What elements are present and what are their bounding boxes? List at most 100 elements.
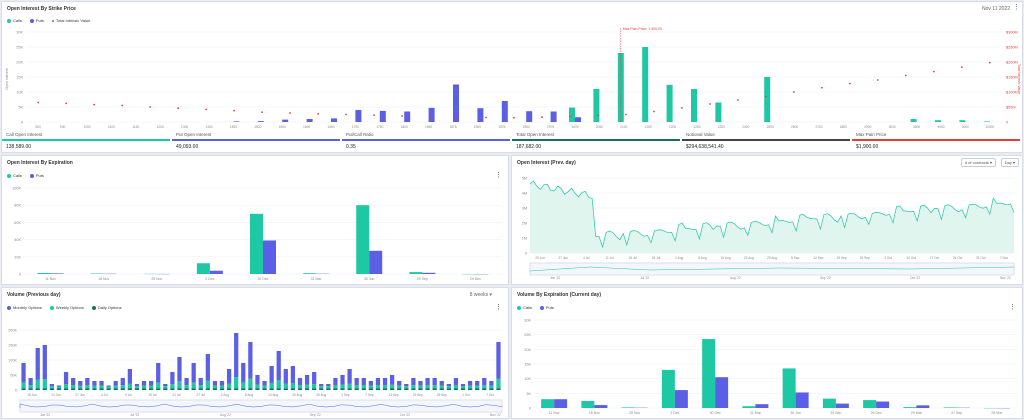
weekly-bar — [446, 386, 451, 389]
daily-bar — [71, 388, 76, 390]
oi-prev-day-chart: 0 1M 2M 3M 4M 5M 20 Jun 27 Jun 4 Jul 11 Jul 18 Jul… — [522, 177, 1015, 280]
weekly-bar — [460, 386, 466, 389]
legend-calls[interactable]: Calls — [7, 173, 22, 178]
x-tick-label: 7 Sep — [365, 393, 374, 397]
date-select[interactable]: Nov 11 2022 — [982, 6, 1010, 12]
weekly-bar — [198, 385, 203, 389]
x-tick-label: 30 Dec — [257, 277, 268, 281]
daily-bar — [304, 388, 310, 390]
x-tick-label: 2400 — [742, 125, 749, 129]
daily-bar — [368, 388, 373, 390]
y-tick-label: 200K — [8, 329, 17, 333]
y-tick-label: 5M — [522, 177, 527, 181]
x-tick-label: 7 Nov — [1000, 256, 1009, 260]
monthly-bar — [163, 384, 168, 387]
x-tick-label: 29 Dec — [470, 277, 481, 281]
daily-bar — [78, 388, 83, 390]
legend-weekly[interactable]: Weekly Options — [49, 305, 84, 310]
monthly-bar — [319, 384, 324, 387]
x-tick-label: 31 Oct — [976, 256, 986, 260]
x-tick-label: 2 Dec — [205, 277, 214, 281]
weekly-dot-icon — [49, 305, 54, 310]
call-bar — [409, 272, 423, 274]
daily-bar — [85, 388, 90, 390]
monthly-bar — [411, 378, 416, 386]
unit-select[interactable]: # of contracts ▾ — [960, 158, 996, 167]
y-tick-label: 60K — [14, 221, 21, 225]
kebab-menu-icon[interactable]: ⋮ — [495, 304, 502, 311]
stat-card: Notional Value $294,638,541.40 — [682, 130, 850, 152]
kebab-menu-icon[interactable]: ⋮ — [1009, 304, 1016, 311]
weeks-select[interactable]: 8 weeks ▾ — [470, 292, 492, 298]
put-bar — [306, 119, 313, 122]
x-tick-label: 24 Oct — [953, 256, 963, 260]
monthly-bar — [283, 369, 288, 384]
monthly-bar — [297, 378, 303, 386]
weekly-bar — [262, 385, 267, 389]
y-tick-label: 0 — [529, 407, 531, 411]
weekly-bar — [397, 385, 402, 389]
y-tick-label: 20K — [524, 348, 531, 352]
legend-monthly[interactable]: Monthly Options — [7, 305, 42, 310]
monthly-bar — [184, 378, 189, 386]
legend-calls[interactable]: Calls — [517, 305, 532, 310]
x-tick-label: 3000 — [889, 125, 896, 129]
legend-intrinsic[interactable]: Total Intrinsic Value — [51, 18, 90, 23]
weekly-bar — [35, 379, 40, 389]
intrinsic-point — [932, 70, 935, 73]
call-bar — [250, 213, 263, 274]
navigator-label: Jul '22 — [640, 276, 649, 280]
monthly-bar — [92, 381, 97, 386]
stat-label: Call Open Interest — [6, 132, 43, 137]
daily-bar — [446, 388, 451, 390]
intrinsic-point — [820, 86, 823, 89]
kebab-menu-icon[interactable]: ⋮ — [1013, 4, 1020, 11]
legend-puts[interactable]: Puts — [29, 18, 44, 23]
monthly-bar — [262, 381, 267, 386]
legend: Calls Puts Total Intrinsic Value — [7, 18, 90, 23]
weekly-bar — [127, 383, 132, 389]
legend-daily[interactable]: Daily Options — [91, 305, 122, 310]
daily-bar — [234, 388, 239, 390]
call-bar — [541, 399, 555, 408]
x-tick-label: 1950 — [523, 125, 530, 129]
daily-bar — [411, 388, 416, 390]
weekly-bar — [312, 384, 317, 389]
intrinsic-point — [541, 116, 543, 119]
stat-value: $294,638,541.40 — [686, 144, 724, 150]
weekly-bar — [92, 385, 97, 389]
put-bar — [50, 273, 64, 274]
panel-oi-prev-day: Open Interest (Prev. day) # of contracts… — [511, 155, 1023, 285]
oi-expiration-chart: 0 20K 40K 60K 80K 100K 11 Nov 18 Nov 25 Nov 2 Dec… — [12, 187, 502, 281]
x-tick-label: 26 Aug — [316, 393, 326, 397]
call-bar — [617, 53, 624, 122]
legend-label: Puts — [545, 305, 554, 310]
daily-bar — [290, 388, 296, 390]
y2-tick-label: $200M — [1006, 61, 1018, 65]
intrinsic-point — [597, 114, 599, 117]
daily-bar — [212, 388, 218, 390]
legend-puts[interactable]: Puts — [29, 173, 44, 178]
kebab-menu-icon[interactable]: ⋮ — [495, 172, 502, 179]
legend-label: Monthly Options — [13, 305, 42, 310]
legend-puts[interactable]: Puts — [539, 305, 554, 310]
y-tick-label: 2M — [522, 222, 527, 226]
stat-value: 49,093.00 — [176, 144, 199, 150]
daily-bar — [35, 388, 40, 390]
weekly-bar — [226, 383, 232, 389]
period-select[interactable]: Day ▾ — [1000, 158, 1019, 167]
weekly-bar — [354, 385, 359, 389]
weeks-select-label: 8 weeks — [469, 292, 489, 298]
daily-bar — [439, 388, 444, 390]
monthly-bar — [333, 378, 338, 386]
stat-color-bar — [2, 139, 170, 141]
x-tick-label: 1650 — [327, 125, 334, 129]
monthly-bar — [42, 345, 47, 380]
daily-bar — [269, 388, 274, 390]
stat-label: Max Pain Price — [856, 132, 887, 137]
y-tick-label: 5K — [526, 392, 531, 396]
legend-calls[interactable]: Calls — [7, 18, 22, 23]
x-tick-label: 1000 — [83, 125, 90, 129]
daily-bar — [375, 388, 381, 390]
y-tick-label: 0 — [15, 389, 17, 393]
